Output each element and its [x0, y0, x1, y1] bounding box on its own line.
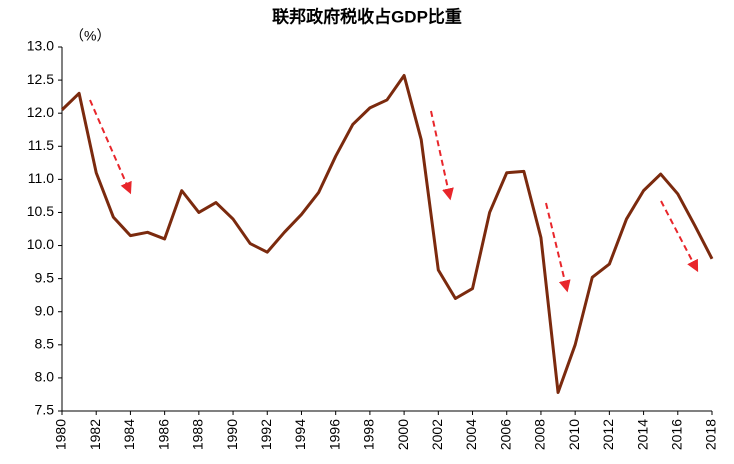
arrow: [545, 202, 571, 293]
x-tick-label: 2018: [703, 419, 719, 450]
x-tick-label: 1992: [258, 419, 274, 450]
x-tick-label: 2002: [429, 419, 445, 450]
x-tick-label: 1998: [361, 419, 377, 450]
trend-arrows: [89, 99, 699, 293]
y-tick-label: 12.5: [27, 71, 54, 87]
y-tick-label: 13.0: [27, 38, 54, 54]
y-tick-label: 8.5: [35, 336, 55, 352]
x-tick-label: 2004: [463, 419, 479, 450]
y-tick-label: 10.5: [27, 203, 54, 219]
x-tick-label: 2000: [395, 419, 411, 450]
y-unit: （%）: [70, 28, 110, 44]
data-line: [60, 73, 714, 394]
y-tick-label: 10.0: [27, 236, 54, 252]
x-tick-label: 1988: [190, 419, 206, 450]
y-tick-label: 9.0: [35, 302, 55, 318]
x-tick-label: 1986: [155, 419, 171, 450]
y-tick-label: 8.0: [35, 369, 55, 385]
arrow: [660, 200, 699, 273]
y-tick-label: 11.0: [28, 170, 54, 186]
x-tick-label: 2010: [566, 419, 582, 450]
x-tick-label: 2012: [600, 419, 616, 450]
x-tick-label: 2008: [532, 419, 548, 450]
x-tick-label: 1982: [87, 419, 103, 450]
x-tick-label: 2006: [497, 419, 513, 450]
x-tick-label: 1996: [326, 419, 342, 450]
x-tick-label: 1980: [53, 419, 69, 450]
y-tick-label: 12.0: [27, 104, 54, 120]
x-tick-label: 1994: [292, 419, 308, 450]
x-tick-label: 2016: [668, 419, 684, 450]
arrow: [430, 110, 454, 201]
y-tick-label: 11.5: [28, 137, 54, 153]
y-tick-label: 9.5: [35, 269, 55, 285]
chart-title: 联邦政府税收占GDP比重: [272, 6, 462, 26]
x-tick-label: 1984: [121, 419, 137, 450]
arrow: [89, 99, 132, 195]
x-tick-label: 1990: [224, 419, 240, 450]
x-tick-label: 2014: [634, 419, 650, 450]
y-tick-label: 7.5: [35, 402, 55, 418]
